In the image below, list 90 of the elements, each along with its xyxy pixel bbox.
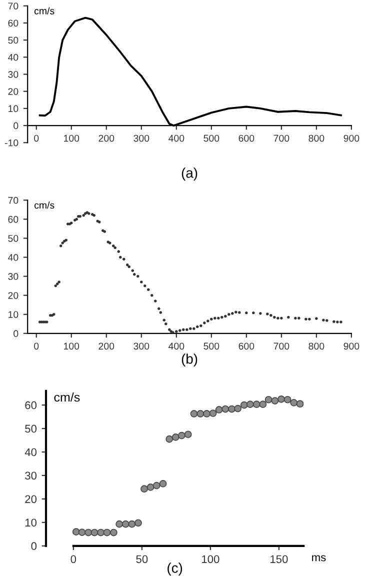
point: [196, 410, 204, 418]
point: [290, 399, 298, 406]
point: [234, 404, 242, 412]
y-tick-label: 20: [8, 292, 18, 299]
y-tick-label: 0: [14, 122, 18, 130]
y-tick-label: 10: [25, 518, 37, 527]
point: [264, 396, 272, 404]
y-tick-label: 60: [25, 401, 37, 410]
point: [134, 519, 142, 527]
point: [152, 482, 160, 490]
y-tick-label: 20: [25, 495, 37, 504]
x-tick-label: 300: [134, 134, 150, 142]
x-tick-label: 300: [134, 342, 150, 350]
x-tick-label: 200: [98, 342, 114, 350]
y-tick-label: 10: [8, 311, 18, 318]
point: [116, 520, 123, 528]
x-tick-label: 700: [274, 342, 290, 350]
y-tick-label: 50: [8, 234, 18, 242]
x-tick-label: 50: [136, 555, 148, 564]
point: [178, 432, 186, 440]
y-tick-label: 40: [8, 254, 18, 261]
point: [84, 528, 92, 536]
y-tick-label: -10: [4, 139, 18, 146]
point: [222, 405, 230, 413]
text: (b): [182, 354, 198, 367]
point: [259, 400, 267, 408]
point: [215, 406, 223, 414]
y-tick-label: 10: [8, 105, 18, 112]
y-axis-title: cm/s: [34, 7, 54, 14]
point: [103, 528, 111, 536]
point: [190, 410, 198, 418]
x-tick-label: 800: [308, 134, 324, 142]
point: [128, 520, 136, 528]
x-tick-label: 900: [344, 342, 360, 350]
point: [146, 484, 154, 491]
y-tick-label: 70: [8, 2, 18, 10]
point: [122, 520, 130, 528]
x-tick-label: 100: [64, 342, 80, 350]
point: [184, 430, 192, 438]
y-tick-label: 40: [24, 448, 37, 456]
x-tick-label: 600: [238, 342, 254, 350]
y-tick-label: 50: [25, 424, 37, 433]
y-tick-label: 60: [8, 216, 18, 223]
y-tick-label: 30: [25, 472, 37, 480]
point: [78, 528, 86, 536]
x-tick-label: 400: [168, 342, 184, 350]
text: (a): [182, 168, 198, 181]
y-tick-label: 50: [8, 36, 18, 44]
point: [110, 528, 118, 536]
y-tick-label: 0: [14, 330, 18, 338]
y-tick-label: 40: [8, 54, 18, 61]
y-tick-label: 70: [8, 196, 18, 204]
point: [172, 434, 180, 441]
point: [296, 400, 304, 408]
point: [166, 435, 173, 443]
x-tick-label: 200: [98, 134, 114, 142]
point: [203, 410, 210, 418]
point: [246, 400, 254, 408]
x-tick-label: 100: [64, 134, 80, 142]
x-tick-label: 150: [270, 555, 288, 564]
y-tick-label: 30: [8, 70, 18, 78]
x-tick-label: 100: [202, 555, 220, 564]
x-tick-label: 600: [238, 134, 254, 142]
point: [90, 528, 98, 536]
y-tick-label: 20: [8, 88, 18, 95]
point: [271, 397, 279, 404]
y-tick-label: 30: [8, 273, 18, 280]
point: [72, 528, 80, 536]
point: [97, 528, 104, 536]
x-tick-label: 900: [344, 134, 360, 142]
x-tick-label: 700: [274, 134, 290, 142]
point: [159, 480, 167, 488]
x-tick-label: 400: [168, 134, 184, 142]
point: [209, 410, 217, 417]
point: [140, 485, 148, 493]
x-tick-label: 800: [308, 342, 324, 350]
x-tick-label: 500: [204, 342, 220, 350]
point: [228, 405, 236, 413]
point: [252, 400, 260, 408]
point: [278, 395, 285, 403]
y-tick-label: 0: [31, 542, 37, 550]
y-axis-title: cm/s: [34, 202, 54, 209]
x-tick-label: 0: [70, 555, 76, 564]
text: (c): [168, 562, 182, 576]
x-axis-title: ms: [312, 555, 326, 562]
x-tick-label: 500: [204, 134, 220, 142]
y-tick-label: 60: [8, 20, 18, 27]
y-axis-title: cm/s: [54, 392, 80, 402]
point: [284, 396, 292, 404]
point: [240, 401, 248, 409]
